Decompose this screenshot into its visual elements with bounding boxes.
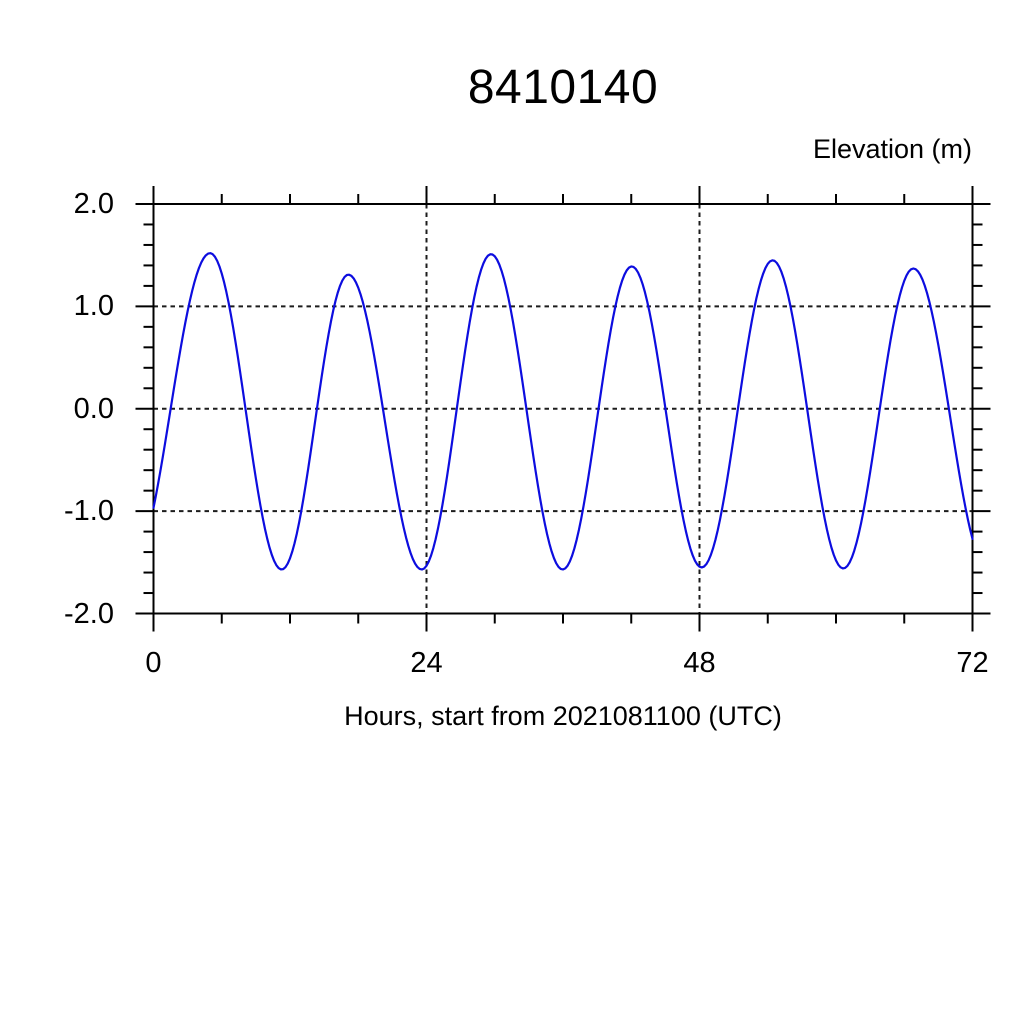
x-tick-label: 24 bbox=[410, 647, 443, 679]
x-tick-label: 48 bbox=[683, 647, 716, 679]
x-tick-label: 0 bbox=[145, 647, 162, 679]
axis-ticks bbox=[135, 186, 991, 632]
grid-lines bbox=[153, 203, 973, 615]
elevation-unit-label: Elevation (m) bbox=[812, 134, 972, 164]
chart-title: 8410140 bbox=[467, 61, 659, 114]
x-axis-label: Hours, start from 2021081100 (UTC) bbox=[344, 701, 782, 731]
y-tick-label: -1.0 bbox=[64, 495, 114, 528]
elevation-series-line bbox=[152, 252, 974, 571]
y-tick-label: 0.0 bbox=[73, 392, 114, 425]
tide-curve bbox=[152, 252, 974, 571]
y-tick-label: 2.0 bbox=[73, 188, 114, 220]
y-tick-label: -2.0 bbox=[64, 597, 114, 630]
y-tick-label: 1.0 bbox=[73, 290, 114, 323]
x-tick-label: 72 bbox=[956, 647, 989, 679]
